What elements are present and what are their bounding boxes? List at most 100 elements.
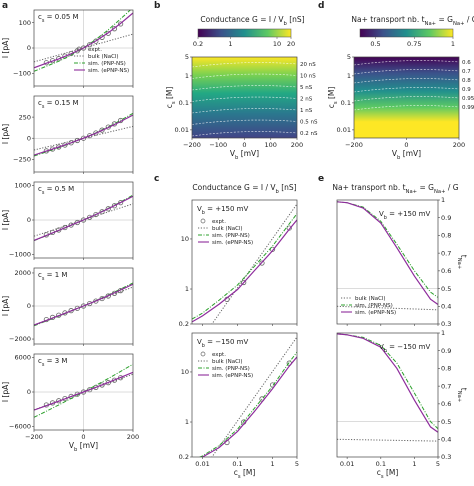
axis-label-y: I [pA] [1, 124, 10, 144]
tick-label: −6000 [9, 423, 31, 431]
subplot-label: Vb = +150 mV [379, 210, 430, 221]
axis-label-x: Vb [mV] [230, 149, 259, 161]
contour-line [192, 62, 297, 68]
axes-frame [336, 332, 439, 458]
data-point [259, 260, 265, 266]
tick-label: 0.3 [441, 320, 451, 328]
tick-label: 200 [127, 433, 139, 441]
legend-label: bulk (NaCl) [355, 296, 386, 302]
tick-label: 0 [27, 388, 31, 396]
series-line [192, 219, 297, 323]
legend-label: sim. (ePNP-NS) [212, 240, 253, 246]
legend: expt.bulk (NaCl)sim. (PNP-NS)sim. (ePNP-… [198, 351, 253, 379]
tick-label: 200 [453, 141, 465, 149]
legend-label: sim. (PNP-NS) [355, 303, 393, 309]
tick-label: 0.01 [337, 126, 351, 134]
tick-label: 0 [27, 44, 31, 52]
tick-label: 1 [412, 460, 416, 468]
tick-label: −200 [25, 433, 43, 441]
series-line [192, 213, 297, 320]
series-line [34, 203, 133, 237]
series-line [34, 283, 133, 326]
chart-title: Conductance G = I / Vb [nS] [200, 15, 304, 27]
series-line [337, 201, 438, 298]
axis-label-y: I [pA] [1, 38, 10, 58]
data-point [87, 387, 93, 393]
tick-label: −200 [183, 141, 201, 149]
tick-label: 1 [185, 72, 189, 80]
tick-label: 0.3 [441, 453, 451, 461]
series-line [337, 201, 438, 305]
data-point [105, 206, 111, 212]
contour-label: 2 nS [300, 97, 313, 103]
data-point [99, 382, 105, 388]
tick-label: 0.6 [441, 400, 451, 408]
contour-line [354, 87, 459, 93]
contour-label: 20 nS [300, 62, 316, 68]
data-point [118, 21, 124, 27]
colorbar [359, 28, 454, 38]
contour-label: 1 nS [300, 108, 313, 114]
subplot-iv: −250 0 250 cs = 0.15 M I [pA] [1, 95, 134, 174]
tick-label: 0.5 [441, 285, 451, 293]
subplot-label: cs = 0.05 M [38, 13, 79, 24]
axes-frame [191, 199, 298, 325]
panel-label-b: b [154, 1, 161, 11]
tick-label: 0 [27, 134, 31, 142]
tick-label: 5 [295, 460, 299, 468]
series-line [211, 203, 297, 324]
tick-label: 0.5 [370, 40, 380, 48]
data-point [68, 140, 74, 146]
heatmap-field [354, 57, 459, 138]
panel-label-d: d [318, 1, 324, 11]
series-line [34, 112, 133, 157]
tick-label: 0 [27, 302, 31, 310]
axis-label-x: cs [M] [377, 468, 399, 480]
contour-label: 0.8 [462, 78, 471, 84]
panel-label-c: c [154, 174, 159, 184]
data-point [118, 200, 124, 206]
tick-label: 0.01 [195, 460, 209, 468]
tick-label: 0.2 [179, 320, 189, 328]
tick-label: 0.4 [441, 302, 451, 310]
contour-label: 0.95 [462, 96, 474, 102]
tick-label: 1 [441, 329, 445, 337]
tick-label: 0 [81, 433, 85, 441]
legend-label: sim. (ePNP-NS) [355, 310, 396, 316]
legend: bulk (NaCl)sim. (PNP-NS)sim. (ePNP-NS) [341, 296, 396, 316]
tick-label: 100 [265, 141, 277, 149]
tick-label: 0.8 [441, 232, 451, 240]
contour-label: 0.2 nS [300, 131, 318, 137]
legend-marker [76, 46, 82, 52]
tick-label: 0.2 [179, 453, 189, 461]
tick-label: 10 [181, 235, 189, 243]
tick-label: 0.01 [340, 460, 354, 468]
subplot-transport: 0.3 0.4 0.5 0.6 0.7 0.8 0.9 1 Vb = −150 mV tNa+ 0.… [336, 329, 468, 480]
data-point [80, 389, 87, 395]
axis-label-x: cs [M] [234, 468, 256, 480]
subplot-label: cs = 0.5 M [38, 185, 74, 196]
tick-label: 5 [436, 460, 440, 468]
subplot-iv: −2000 0 2000 cs = 1 M I [pA] [1, 267, 134, 346]
colorbar [197, 28, 292, 38]
tick-label: 0 [27, 216, 31, 224]
legend-label: sim. (PNP-NS) [212, 233, 250, 239]
data-point [56, 144, 62, 150]
data-point [111, 26, 118, 32]
data-point [105, 380, 111, 386]
axis-label-y: I [pA] [1, 382, 10, 402]
tick-label: 0.1 [376, 460, 386, 468]
data-point [105, 30, 111, 36]
chart-title: Na+ transport nb. tNa+ = GNa+ / G [351, 15, 474, 27]
tick-label: 0.7 [441, 382, 451, 390]
series-line [34, 195, 133, 241]
subplot-label: cs = 3 M [38, 357, 67, 368]
contour-line [354, 96, 459, 102]
tick-label: 0.5 [441, 418, 451, 426]
legend-label: bulk (NaCl) [88, 54, 119, 60]
tick-label: 1 [451, 40, 455, 48]
contour-line [192, 96, 297, 102]
subplot-transport: 0.3 0.4 0.5 0.6 0.7 0.8 0.9 1 Vb = +150 mV tNa+ bu… [336, 196, 468, 328]
series-line [34, 12, 133, 69]
data-point [74, 305, 80, 311]
